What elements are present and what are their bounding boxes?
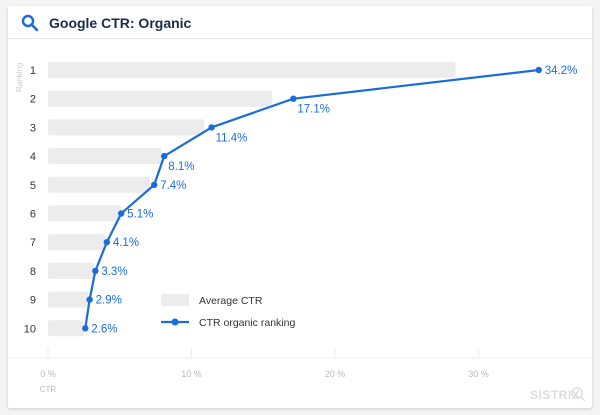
x-axis-label: CTR: [40, 385, 57, 394]
data-label: 5.1%: [127, 209, 153, 221]
y-tick-label: 3: [30, 122, 36, 134]
y-tick-label: 5: [30, 180, 36, 192]
y-tick-label: 4: [30, 151, 36, 163]
legend-ctr-organic: CTR organic ranking: [199, 317, 295, 329]
data-label: 7.4%: [160, 180, 186, 192]
ctr-organic-point: [82, 325, 89, 332]
data-label: 34.2%: [545, 65, 578, 77]
ctr-organic-point: [290, 95, 297, 102]
data-label: 17.1%: [297, 104, 330, 116]
average-ctr-bar: [48, 148, 162, 165]
data-label: 11.4%: [216, 132, 248, 144]
legend-average-ctr: Average CTR: [199, 295, 263, 307]
average-ctr-bar: [48, 90, 272, 107]
sistrix-logo-handle: [580, 396, 586, 402]
legend-bar-swatch: [161, 294, 189, 306]
data-label: 2.9%: [96, 295, 122, 307]
y-tick-label: 7: [30, 237, 36, 249]
ctr-organic-point: [161, 152, 168, 160]
average-ctr-bar: [48, 205, 122, 222]
ctr-organic-point: [92, 267, 99, 275]
legend-line-dot: [171, 318, 179, 326]
x-tick-label: 30 %: [468, 369, 489, 379]
search-icon: [21, 14, 39, 32]
sistrix-logo-icon: [571, 387, 583, 399]
y-tick-label: 10: [24, 323, 36, 335]
average-ctr-bar: [48, 234, 106, 251]
ctr-organic-point: [86, 296, 93, 303]
y-tick-label: 1: [30, 65, 36, 77]
card-header: Google CTR: Organic: [8, 6, 592, 39]
ctr-organic-point: [150, 181, 158, 188]
data-label: 4.1%: [113, 237, 139, 249]
x-tick-label: 10 %: [181, 369, 202, 379]
y-axis-label: Ranking: [15, 63, 24, 92]
ctr-organic-point: [208, 124, 215, 131]
data-label: 3.3%: [101, 266, 127, 278]
average-ctr-bar: [48, 320, 84, 337]
data-label: 2.6%: [91, 323, 117, 335]
average-ctr-bar: [48, 62, 456, 78]
y-tick-label: 2: [30, 94, 36, 106]
y-tick-label: 8: [30, 266, 36, 278]
ctr-organic-point: [117, 210, 125, 217]
y-tick-label: 6: [30, 209, 36, 221]
x-tick-label: 20 %: [325, 369, 346, 379]
ctr-organic-point: [535, 66, 542, 74]
sistrix-watermark: SISTRIX: [530, 388, 581, 402]
average-ctr-bar: [48, 119, 205, 136]
average-ctr-bar: [48, 176, 150, 193]
average-ctr-bar: [48, 262, 94, 279]
average-ctr-bar: [48, 291, 89, 308]
data-label: 8.1%: [168, 161, 194, 173]
y-tick-label: 9: [30, 295, 36, 307]
ctr-organic-point: [103, 239, 111, 246]
chart-title: Google CTR: Organic: [49, 15, 192, 31]
ctr-organic-line: [84, 68, 539, 329]
x-tick-label: 0 %: [40, 369, 56, 379]
